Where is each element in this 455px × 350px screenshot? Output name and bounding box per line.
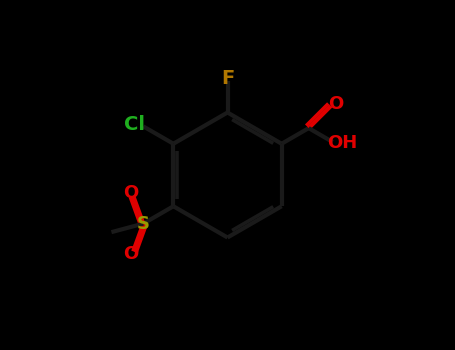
Text: OH: OH [327, 134, 358, 152]
Text: Cl: Cl [124, 115, 145, 134]
Text: O: O [123, 245, 138, 263]
Text: S: S [137, 215, 150, 233]
Text: O: O [123, 184, 138, 202]
Text: O: O [329, 95, 344, 113]
Text: F: F [221, 69, 234, 88]
